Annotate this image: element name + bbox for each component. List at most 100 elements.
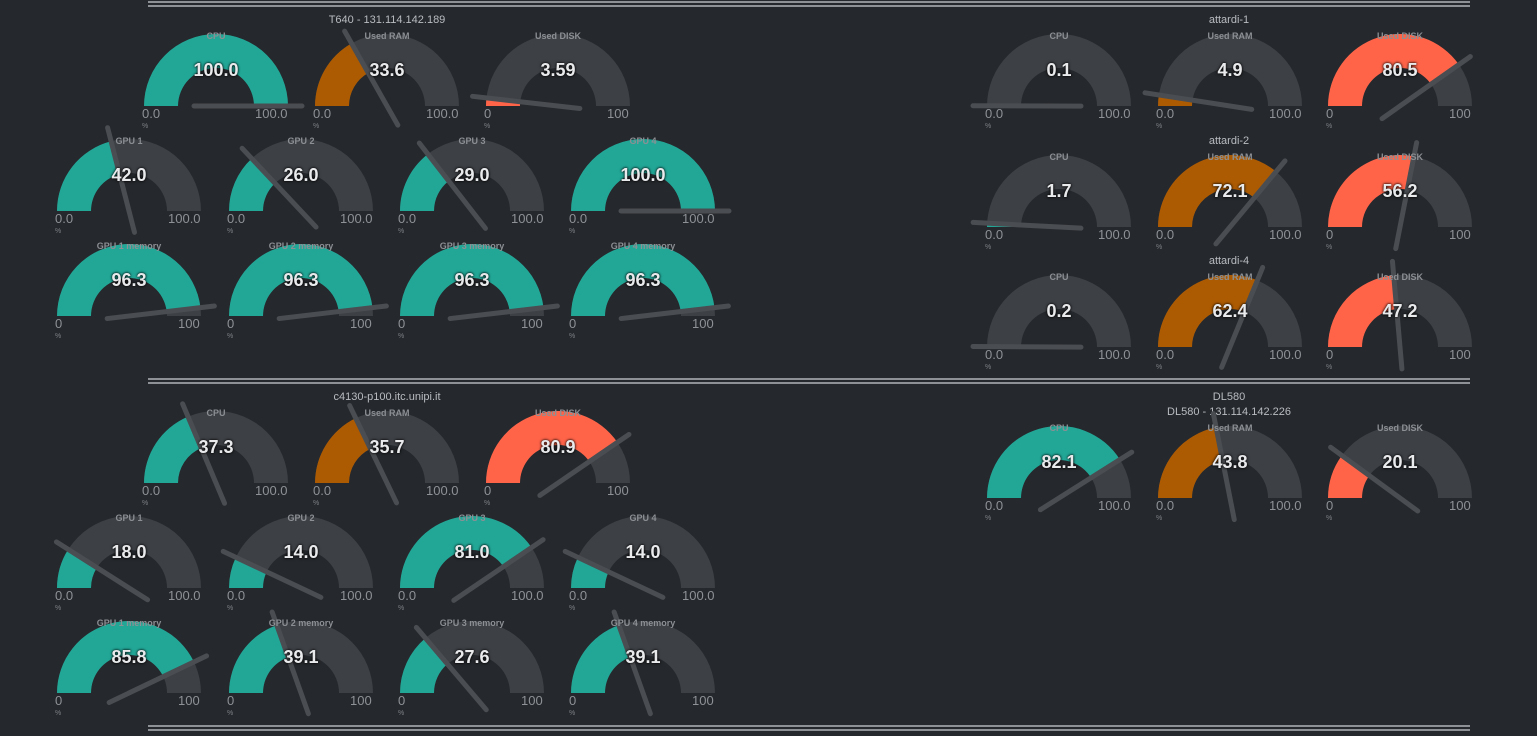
gauge-needle [53, 539, 151, 603]
gauge-arc-attardi1-used-disk [1328, 33, 1473, 122]
gauge-needle [970, 219, 1084, 231]
gauge-track [987, 155, 1131, 227]
gauge-needle [413, 624, 489, 713]
gauge-min: 0.0 [985, 227, 1004, 242]
gauge-arc-attardi4-used-disk [1328, 258, 1472, 372]
gauge-unit: % [985, 244, 992, 251]
gauge-max: 100.0 [168, 588, 201, 603]
gauge-max: 100 [1449, 227, 1471, 242]
gauge-arc-t640-gpu-1 [57, 125, 201, 235]
gauge-label: CPU [1049, 272, 1069, 282]
gauge-min: 0 [569, 693, 577, 708]
gauge-min: 0 [398, 316, 406, 331]
gauge-arc-c4130-used-ram [315, 403, 459, 506]
gauge-value: 20.1 [1382, 452, 1418, 472]
gauge-value: 100.0 [193, 60, 239, 80]
gauge-value-fill [571, 625, 631, 693]
gauge-arc-c4130-gpu-3-memory [400, 621, 544, 713]
gauge-min: 0 [55, 316, 63, 331]
gauge-arc-c4130-gpu-1-memory [57, 621, 210, 705]
gauge-t640-gpu-2-memory: GPU 2 memory 96.3 0 100% [227, 241, 389, 346]
gauge-attardi4-used-ram: Used RAM 62.4 0.0 100.0% [1156, 264, 1318, 377]
gauge-max: 100.0 [1098, 106, 1131, 121]
gauge-unit: % [484, 500, 491, 507]
gauge-c4130-gpu-4: GPU 4 14.0 0.0 100.0% [562, 513, 731, 618]
gauge-arc-c4130-cpu [144, 401, 288, 506]
gauge-label: CPU [206, 408, 226, 418]
gauge-label: Used DISK [1376, 423, 1423, 433]
separator-top [148, 1, 1470, 7]
gauge-unit: % [484, 123, 491, 130]
gauge-min: 0.0 [142, 106, 161, 121]
gauge-unit: % [569, 228, 576, 235]
gauge-min: 0 [569, 316, 577, 331]
gauge-max: 100.0 [1269, 498, 1302, 513]
gauge-unit: % [142, 500, 149, 507]
gauge-max: 100.0 [255, 483, 288, 498]
gauge-value-fill [1328, 275, 1397, 347]
gauge-max: 100.0 [426, 483, 459, 498]
gauge-arc-c4130-gpu-1 [53, 516, 201, 603]
gauge-needle [451, 537, 546, 603]
gauge-max: 100 [1449, 106, 1471, 121]
gauge-t640-gpu-1: GPU 1 42.0 0.0 100.0% [55, 125, 217, 241]
gauge-label: Used DISK [534, 408, 581, 418]
gauge-value-fill [229, 625, 289, 693]
gauge-max: 100.0 [340, 211, 373, 226]
gauge-dl580-used-disk: Used DISK 20.1 0 100% [1326, 423, 1488, 528]
gauge-value: 80.5 [1382, 60, 1418, 80]
gauge-attardi4-used-disk: Used DISK 47.2 0 100% [1326, 258, 1488, 377]
gauge-min: 0.0 [313, 106, 332, 121]
gauge-max: 100 [521, 693, 543, 708]
gauge-value-fill [1158, 155, 1277, 227]
gauge-needle [276, 303, 389, 322]
gauge-max: 100.0 [682, 588, 715, 603]
separator-middle [148, 378, 1470, 384]
gauge-arc-attardi4-used-ram [1158, 264, 1302, 370]
gauge-label: GPU 2 memory [268, 241, 334, 251]
gauge-max: 100.0 [426, 106, 459, 121]
gauge-unit: % [1326, 244, 1333, 251]
gauge-arc-attardi1-cpu [970, 34, 1131, 109]
gauge-value: 18.0 [111, 542, 147, 562]
gauge-value-fill [486, 411, 618, 483]
gauge-max: 100.0 [1098, 227, 1131, 242]
gauge-min: 0 [1326, 498, 1334, 513]
gauge-max: 100 [350, 316, 372, 331]
gauge-arc-t640-used-ram [315, 28, 459, 128]
gauge-value-fill [57, 549, 97, 588]
gauge-max: 100 [692, 693, 714, 708]
gauge-unit: % [398, 333, 405, 340]
gauge-arc-t640-gpu-3-memory [400, 244, 560, 322]
gauge-min: 0.0 [227, 588, 246, 603]
gauge-min: 0.0 [1156, 498, 1175, 513]
gauge-unit: % [313, 500, 320, 507]
gauge-value: 26.0 [283, 165, 319, 185]
gauge-t640-gpu-4: GPU 4 100.0 0.0 100.0% [569, 136, 732, 241]
gauge-attardi4-cpu: CPU 0.2 0.0 100.0% [970, 272, 1147, 377]
gauge-value: 72.1 [1212, 181, 1248, 201]
gauge-needle [562, 548, 666, 600]
gauge-unit: % [398, 710, 405, 717]
gauge-label: GPU 3 [458, 136, 486, 146]
gauge-value: 0.1 [1046, 60, 1072, 80]
gauge-value: 96.3 [111, 270, 147, 290]
gauge-label: CPU [206, 31, 226, 41]
gauge-value: 39.1 [283, 647, 319, 667]
gauge-min: 0.0 [985, 106, 1004, 121]
gauge-min: 0 [1326, 106, 1334, 121]
gauge-label: CPU [1049, 423, 1069, 433]
gauge-needle [347, 403, 400, 506]
gauge-value-fill [571, 557, 609, 588]
gauge-label: GPU 2 [287, 136, 315, 146]
host-subtitle-dl580: DL580 - 131.114.142.226 [1167, 406, 1291, 418]
gauge-t640-used-ram: Used RAM 33.6 0.0 100.0% [313, 28, 475, 136]
gauge-dl580-cpu: CPU 82.1 0.0 100.0% [985, 423, 1147, 528]
gauge-attardi2-cpu: CPU 1.7 0.0 100.0% [970, 152, 1147, 257]
gauge-min: 0.0 [1156, 227, 1175, 242]
gauge-max: 100.0 [1269, 347, 1302, 362]
gauge-value-fill [987, 426, 1120, 498]
gauge-min: 0 [227, 316, 235, 331]
host-title-dl580: DL580 [1212, 391, 1246, 403]
gauge-min: 0.0 [227, 211, 246, 226]
